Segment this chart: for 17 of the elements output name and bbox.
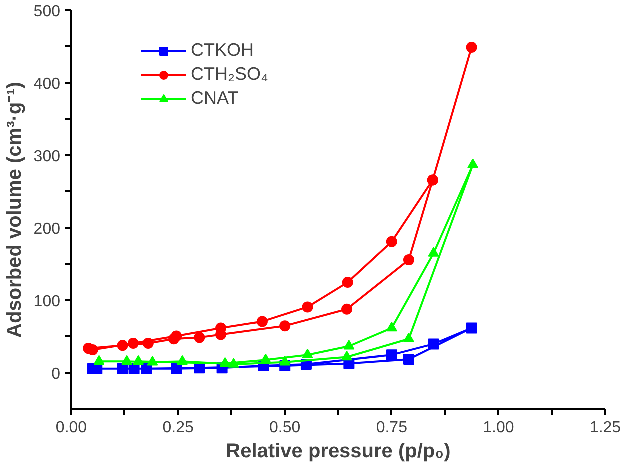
y-tick-label: 200 (34, 221, 61, 238)
legend-label: CNAT (191, 88, 239, 109)
x-tick-label: 0.00 (56, 420, 88, 436)
x-tick-label: 1.25 (590, 420, 622, 436)
y-axis-title: Adsorbed volume (cm³·g⁻¹) (4, 82, 26, 338)
y-tick-label: 400 (34, 76, 61, 94)
x-tick-label: 1.00 (483, 420, 514, 436)
y-tick-label: 0 (52, 366, 61, 384)
legend-label: CTH₂SO₄ (191, 64, 268, 85)
x-tick-label: 0.50 (270, 420, 301, 436)
y-tick-label: 100 (34, 294, 61, 311)
legend-label: CTKOH (191, 40, 254, 61)
x-axis-title: Relative pressure (p/p₀) (226, 440, 451, 462)
y-tick-label: 500 (34, 4, 61, 20)
x-tick-label: 0.75 (376, 420, 408, 436)
x-tick-label: 0.25 (162, 420, 194, 436)
y-tick-label: 300 (34, 148, 61, 166)
